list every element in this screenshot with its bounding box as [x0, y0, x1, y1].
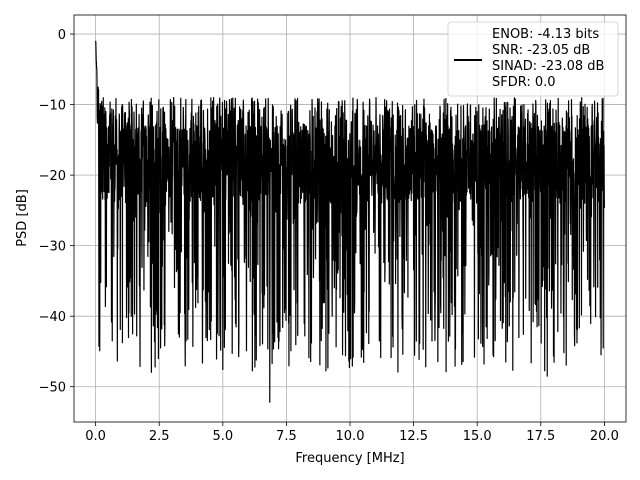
x-tick-label: 0.0 — [85, 429, 106, 444]
x-axis-label: Frequency [MHz] — [295, 451, 404, 466]
x-tick-label: 17.5 — [526, 429, 555, 444]
x-tick-label: 2.5 — [149, 429, 170, 444]
legend-box — [447, 21, 619, 97]
y-tick-label: 0 — [58, 28, 66, 43]
x-tick-label: 7.5 — [276, 429, 297, 444]
y-tick-label: −20 — [39, 169, 66, 184]
legend-entry-text: SNR: -23.05 dB — [492, 43, 590, 58]
x-axis-ticks: 0.0 2.5 5.0 7.5 10.0 12.5 15.0 17.5 20.0 — [85, 422, 619, 444]
series-layer — [95, 40, 605, 403]
y-axis-label: PSD [dB] — [15, 189, 30, 247]
y-tick-label: −30 — [39, 240, 66, 255]
psd-series-line — [95, 40, 605, 403]
y-tick-label: −10 — [39, 99, 66, 114]
legend-entry-text: ENOB: -4.13 bits — [492, 27, 599, 42]
y-tick-label: −50 — [39, 381, 66, 396]
legend-entry-text: SINAD: -23.08 dB — [492, 59, 604, 74]
x-tick-label: 10.0 — [336, 429, 365, 444]
legend-entry-text: SFDR: 0.0 — [492, 75, 556, 90]
x-tick-label: 15.0 — [463, 429, 492, 444]
x-tick-label: 12.5 — [399, 429, 428, 444]
y-axis-ticks: 0 −10 −20 −30 −40 −50 — [39, 28, 74, 396]
y-tick-label: −40 — [39, 310, 66, 325]
x-tick-label: 20.0 — [590, 429, 619, 444]
x-tick-label: 5.0 — [212, 429, 233, 444]
